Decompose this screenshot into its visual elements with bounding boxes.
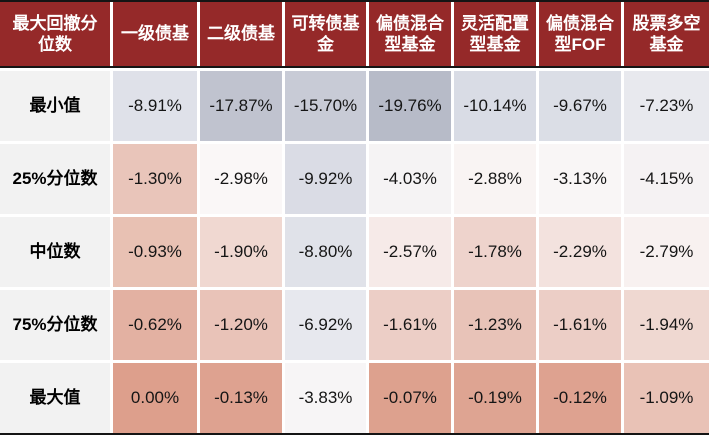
column-header-3: 可转债基金 (285, 2, 366, 66)
value-cell: -8.91% (113, 71, 197, 141)
value-cell: -3.83% (285, 363, 366, 433)
row-label: 75%分位数 (0, 290, 110, 360)
row-label: 25%分位数 (0, 144, 110, 214)
table-header-row: 最大回撤分位数 一级债基 二级债基 可转债基金 偏债混合型基金 灵活配置型基金 偏债混合型… (0, 2, 709, 66)
value-cell: -17.87% (200, 71, 282, 141)
value-cell: -1.61% (369, 290, 451, 360)
value-cell: -2.79% (624, 217, 709, 287)
value-cell: -1.23% (454, 290, 536, 360)
row-label: 中位数 (0, 217, 110, 287)
column-header-5: 灵活配置型基金 (454, 2, 536, 66)
value-cell: -0.07% (369, 363, 451, 433)
row-label: 最大值 (0, 363, 110, 433)
column-header-6: 偏债混合型FOF (539, 2, 621, 66)
value-cell: 0.00% (113, 363, 197, 433)
value-cell: -4.03% (369, 144, 451, 214)
column-header-4: 偏债混合型基金 (369, 2, 451, 66)
value-cell: -6.92% (285, 290, 366, 360)
table-body: 最小值 -8.91% -17.87% -15.70% -19.76% -10.14% -9.… (0, 68, 709, 433)
value-cell: -4.15% (624, 144, 709, 214)
column-header-7: 股票多空基金 (624, 2, 709, 66)
column-header-1: 一级债基 (113, 2, 197, 66)
value-cell: -2.98% (200, 144, 282, 214)
value-cell: -1.30% (113, 144, 197, 214)
value-cell: -9.92% (285, 144, 366, 214)
value-cell: -2.57% (369, 217, 451, 287)
value-cell: -7.23% (624, 71, 709, 141)
value-cell: -19.76% (369, 71, 451, 141)
value-cell: -1.90% (200, 217, 282, 287)
column-header-2: 二级债基 (200, 2, 282, 66)
row-label: 最小值 (0, 71, 110, 141)
value-cell: -3.13% (539, 144, 621, 214)
value-cell: -0.19% (454, 363, 536, 433)
value-cell: -0.62% (113, 290, 197, 360)
value-cell: -1.09% (624, 363, 709, 433)
value-cell: -0.12% (539, 363, 621, 433)
header-divider (0, 66, 709, 68)
value-cell: -8.80% (285, 217, 366, 287)
value-cell: -1.20% (200, 290, 282, 360)
value-cell: -0.13% (200, 363, 282, 433)
value-cell: -0.93% (113, 217, 197, 287)
value-cell: -10.14% (454, 71, 536, 141)
corner-header-cell: 最大回撤分位数 (0, 2, 110, 66)
value-cell: -2.88% (454, 144, 536, 214)
value-cell: -1.61% (539, 290, 621, 360)
value-cell: -1.94% (624, 290, 709, 360)
value-cell: -9.67% (539, 71, 621, 141)
value-cell: -15.70% (285, 71, 366, 141)
value-cell: -2.29% (539, 217, 621, 287)
value-cell: -1.78% (454, 217, 536, 287)
